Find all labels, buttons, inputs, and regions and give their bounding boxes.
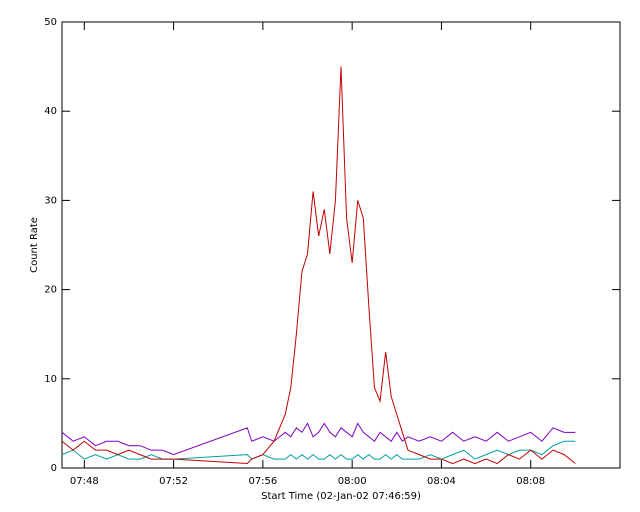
x-tick-label: 07:48 [70,476,99,487]
x-tick-label: 07:56 [248,476,277,487]
data-line [61,440,576,460]
data-line [61,422,576,456]
x-axis-label: Start Time (02-Jan-02 07:46:59) [261,491,421,502]
x-tick-label: 08:04 [427,476,456,487]
y-tick-label: 0 [51,463,57,474]
y-tick-label: 40 [44,106,57,117]
x-tick-label: 08:08 [516,476,545,487]
y-tick-label: 50 [44,17,57,28]
y-tick-label: 20 [44,285,57,296]
data-line [61,66,576,465]
y-tick-label: 30 [44,195,57,206]
y-axis-label: Count Rate [29,217,40,273]
plot-frame [61,21,621,469]
x-tick-label: 08:00 [338,476,367,487]
y-tick-label: 10 [44,374,57,385]
x-tick-label: 07:52 [159,476,188,487]
